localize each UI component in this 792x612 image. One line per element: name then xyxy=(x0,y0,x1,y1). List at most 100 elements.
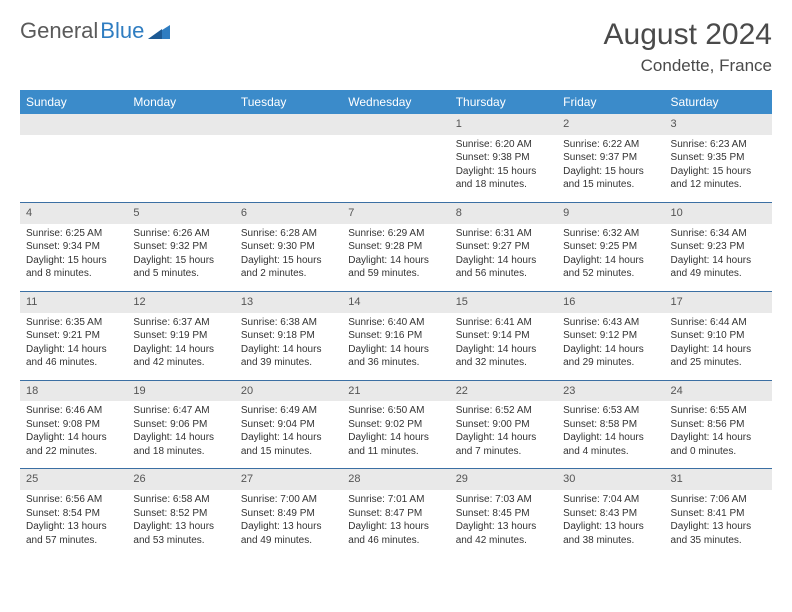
brand-part2: Blue xyxy=(100,18,144,44)
day-content: Sunrise: 6:43 AMSunset: 9:12 PMDaylight:… xyxy=(557,313,664,380)
weekday-header: Monday xyxy=(127,90,234,114)
sunrise-line: Sunrise: 6:32 AM xyxy=(563,227,658,241)
day-content: Sunrise: 6:58 AMSunset: 8:52 PMDaylight:… xyxy=(127,490,234,557)
calendar-cell: 13Sunrise: 6:38 AMSunset: 9:18 PMDayligh… xyxy=(235,291,342,380)
sunset-line: Sunset: 9:00 PM xyxy=(456,418,551,432)
day-number: 21 xyxy=(342,380,449,402)
calendar-cell: 26Sunrise: 6:58 AMSunset: 8:52 PMDayligh… xyxy=(127,468,234,557)
sunset-line: Sunset: 9:37 PM xyxy=(563,151,658,165)
daylight-line: Daylight: 14 hours and 46 minutes. xyxy=(26,343,121,370)
sunset-line: Sunset: 9:35 PM xyxy=(671,151,766,165)
calendar-cell: 14Sunrise: 6:40 AMSunset: 9:16 PMDayligh… xyxy=(342,291,449,380)
day-content: Sunrise: 6:50 AMSunset: 9:02 PMDaylight:… xyxy=(342,401,449,468)
day-number: 15 xyxy=(450,291,557,313)
daylight-line: Daylight: 13 hours and 42 minutes. xyxy=(456,520,551,547)
sunset-line: Sunset: 8:47 PM xyxy=(348,507,443,521)
sunrise-line: Sunrise: 7:06 AM xyxy=(671,493,766,507)
calendar-cell: 19Sunrise: 6:47 AMSunset: 9:06 PMDayligh… xyxy=(127,380,234,469)
calendar-cell: 16Sunrise: 6:43 AMSunset: 9:12 PMDayligh… xyxy=(557,291,664,380)
location-subtitle: Condette, France xyxy=(604,56,772,76)
day-number: 7 xyxy=(342,202,449,224)
daylight-line: Daylight: 14 hours and 49 minutes. xyxy=(671,254,766,281)
day-number: 9 xyxy=(557,202,664,224)
month-title: August 2024 xyxy=(604,18,772,52)
sunrise-line: Sunrise: 6:53 AM xyxy=(563,404,658,418)
daylight-line: Daylight: 14 hours and 39 minutes. xyxy=(241,343,336,370)
day-number: 31 xyxy=(665,468,772,490)
day-content: Sunrise: 7:04 AMSunset: 8:43 PMDaylight:… xyxy=(557,490,664,557)
daylight-line: Daylight: 13 hours and 57 minutes. xyxy=(26,520,121,547)
sunset-line: Sunset: 9:19 PM xyxy=(133,329,228,343)
day-number: 13 xyxy=(235,291,342,313)
sunset-line: Sunset: 9:08 PM xyxy=(26,418,121,432)
day-number: 18 xyxy=(20,380,127,402)
day-content: Sunrise: 7:03 AMSunset: 8:45 PMDaylight:… xyxy=(450,490,557,557)
sunrise-line: Sunrise: 7:04 AM xyxy=(563,493,658,507)
daylight-line: Daylight: 14 hours and 29 minutes. xyxy=(563,343,658,370)
calendar-cell: 23Sunrise: 6:53 AMSunset: 8:58 PMDayligh… xyxy=(557,380,664,469)
daylight-line: Daylight: 13 hours and 38 minutes. xyxy=(563,520,658,547)
sunrise-line: Sunrise: 6:26 AM xyxy=(133,227,228,241)
calendar-cell xyxy=(342,114,449,202)
day-content: Sunrise: 6:29 AMSunset: 9:28 PMDaylight:… xyxy=(342,224,449,291)
calendar-cell: 27Sunrise: 7:00 AMSunset: 8:49 PMDayligh… xyxy=(235,468,342,557)
sunset-line: Sunset: 9:14 PM xyxy=(456,329,551,343)
calendar-cell: 10Sunrise: 6:34 AMSunset: 9:23 PMDayligh… xyxy=(665,202,772,291)
sunrise-line: Sunrise: 6:35 AM xyxy=(26,316,121,330)
weekday-header: Thursday xyxy=(450,90,557,114)
daylight-line: Daylight: 14 hours and 15 minutes. xyxy=(241,431,336,458)
sunset-line: Sunset: 9:34 PM xyxy=(26,240,121,254)
day-content: Sunrise: 6:38 AMSunset: 9:18 PMDaylight:… xyxy=(235,313,342,380)
sunset-line: Sunset: 9:27 PM xyxy=(456,240,551,254)
day-content: Sunrise: 6:56 AMSunset: 8:54 PMDaylight:… xyxy=(20,490,127,557)
calendar-cell: 2Sunrise: 6:22 AMSunset: 9:37 PMDaylight… xyxy=(557,114,664,202)
sunset-line: Sunset: 8:54 PM xyxy=(26,507,121,521)
sunrise-line: Sunrise: 6:49 AM xyxy=(241,404,336,418)
calendar-cell: 6Sunrise: 6:28 AMSunset: 9:30 PMDaylight… xyxy=(235,202,342,291)
sunset-line: Sunset: 9:38 PM xyxy=(456,151,551,165)
day-content: Sunrise: 6:40 AMSunset: 9:16 PMDaylight:… xyxy=(342,313,449,380)
day-number: 29 xyxy=(450,468,557,490)
calendar-table: SundayMondayTuesdayWednesdayThursdayFrid… xyxy=(20,90,772,557)
sunset-line: Sunset: 9:12 PM xyxy=(563,329,658,343)
daylight-line: Daylight: 13 hours and 35 minutes. xyxy=(671,520,766,547)
day-content: Sunrise: 6:26 AMSunset: 9:32 PMDaylight:… xyxy=(127,224,234,291)
calendar-cell: 5Sunrise: 6:26 AMSunset: 9:32 PMDaylight… xyxy=(127,202,234,291)
day-content: Sunrise: 6:35 AMSunset: 9:21 PMDaylight:… xyxy=(20,313,127,380)
day-number: 27 xyxy=(235,468,342,490)
daylight-line: Daylight: 13 hours and 49 minutes. xyxy=(241,520,336,547)
sunrise-line: Sunrise: 6:46 AM xyxy=(26,404,121,418)
day-content xyxy=(342,135,449,197)
day-number: 4 xyxy=(20,202,127,224)
calendar-cell: 3Sunrise: 6:23 AMSunset: 9:35 PMDaylight… xyxy=(665,114,772,202)
calendar-cell: 28Sunrise: 7:01 AMSunset: 8:47 PMDayligh… xyxy=(342,468,449,557)
sunrise-line: Sunrise: 6:50 AM xyxy=(348,404,443,418)
daylight-line: Daylight: 14 hours and 4 minutes. xyxy=(563,431,658,458)
day-number: 26 xyxy=(127,468,234,490)
day-number: 2 xyxy=(557,114,664,135)
day-number: 25 xyxy=(20,468,127,490)
sunset-line: Sunset: 8:49 PM xyxy=(241,507,336,521)
sunset-line: Sunset: 9:16 PM xyxy=(348,329,443,343)
day-content xyxy=(127,135,234,197)
sunset-line: Sunset: 9:02 PM xyxy=(348,418,443,432)
daylight-line: Daylight: 15 hours and 18 minutes. xyxy=(456,165,551,192)
day-content: Sunrise: 6:41 AMSunset: 9:14 PMDaylight:… xyxy=(450,313,557,380)
day-content: Sunrise: 6:31 AMSunset: 9:27 PMDaylight:… xyxy=(450,224,557,291)
daylight-line: Daylight: 15 hours and 2 minutes. xyxy=(241,254,336,281)
daylight-line: Daylight: 15 hours and 5 minutes. xyxy=(133,254,228,281)
sunrise-line: Sunrise: 6:25 AM xyxy=(26,227,121,241)
sunrise-line: Sunrise: 6:43 AM xyxy=(563,316,658,330)
day-content xyxy=(235,135,342,197)
day-content: Sunrise: 6:22 AMSunset: 9:37 PMDaylight:… xyxy=(557,135,664,202)
day-number xyxy=(342,114,449,135)
calendar-cell: 17Sunrise: 6:44 AMSunset: 9:10 PMDayligh… xyxy=(665,291,772,380)
calendar-body: 1Sunrise: 6:20 AMSunset: 9:38 PMDaylight… xyxy=(20,114,772,557)
day-number: 19 xyxy=(127,380,234,402)
calendar-cell: 21Sunrise: 6:50 AMSunset: 9:02 PMDayligh… xyxy=(342,380,449,469)
sunrise-line: Sunrise: 6:20 AM xyxy=(456,138,551,152)
calendar-cell: 24Sunrise: 6:55 AMSunset: 8:56 PMDayligh… xyxy=(665,380,772,469)
day-number: 3 xyxy=(665,114,772,135)
daylight-line: Daylight: 13 hours and 53 minutes. xyxy=(133,520,228,547)
daylight-line: Daylight: 15 hours and 12 minutes. xyxy=(671,165,766,192)
